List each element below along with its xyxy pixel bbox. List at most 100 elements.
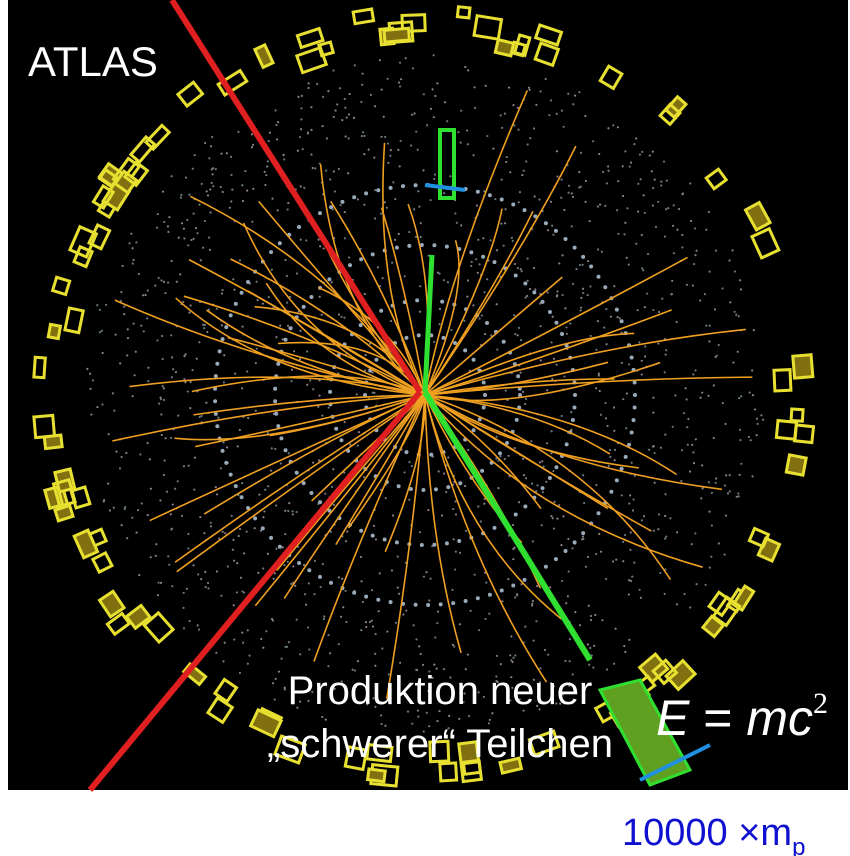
hit	[306, 384, 308, 386]
hit	[729, 490, 731, 492]
hit	[539, 90, 541, 92]
hit	[644, 345, 646, 347]
ring-hit	[572, 406, 576, 410]
hit	[372, 625, 374, 627]
hit	[628, 264, 630, 266]
hit	[673, 204, 675, 206]
hit	[606, 425, 608, 427]
ring-hit	[523, 208, 527, 212]
hit	[190, 381, 192, 383]
hit	[164, 292, 166, 294]
hit	[455, 551, 457, 553]
hit	[711, 524, 713, 526]
hit	[288, 452, 290, 454]
hit	[667, 207, 669, 209]
hit	[647, 253, 649, 255]
hit	[419, 531, 421, 533]
hit	[175, 371, 177, 373]
hit	[131, 247, 133, 249]
hit	[516, 593, 518, 595]
hit	[264, 489, 266, 491]
hit	[467, 143, 469, 145]
hit	[287, 510, 289, 512]
hit	[256, 299, 258, 301]
hit	[504, 113, 506, 115]
hit	[738, 315, 740, 317]
hit	[167, 225, 169, 227]
hit	[345, 135, 347, 137]
ring-hit	[224, 325, 228, 329]
hit	[547, 291, 549, 293]
hit	[616, 316, 618, 318]
ring-hit	[432, 243, 436, 247]
hit	[368, 149, 370, 151]
hit	[192, 564, 194, 566]
ring-hit	[364, 191, 368, 195]
hit	[286, 302, 288, 304]
hit	[460, 224, 462, 226]
ring-hit	[284, 338, 288, 342]
hit	[287, 561, 289, 563]
hit	[523, 170, 525, 172]
hit	[504, 222, 506, 224]
hit	[454, 500, 456, 502]
hit	[347, 172, 349, 174]
hit	[639, 154, 641, 156]
hit	[571, 192, 573, 194]
hit	[614, 459, 616, 461]
hit	[521, 174, 523, 176]
ring-hit	[581, 531, 585, 535]
hit	[562, 515, 564, 517]
hit	[241, 184, 243, 186]
ring-hit	[329, 581, 333, 585]
ring-hit	[483, 393, 487, 397]
hit	[572, 103, 574, 105]
hit	[623, 233, 625, 235]
hit	[400, 140, 402, 142]
hit	[187, 390, 189, 392]
hit	[123, 306, 125, 308]
hit	[644, 306, 646, 308]
hit	[296, 619, 298, 621]
hit	[513, 546, 515, 548]
hit	[369, 621, 371, 623]
hit	[477, 505, 479, 507]
hit	[224, 532, 226, 534]
hit	[574, 95, 576, 97]
hit	[256, 281, 258, 283]
ring-hit	[234, 484, 238, 488]
hit	[417, 716, 419, 718]
hit	[739, 474, 741, 476]
ring-hit	[464, 599, 468, 603]
hit	[394, 198, 396, 200]
ring-hit	[603, 285, 607, 289]
hit	[587, 556, 589, 558]
hit	[233, 289, 235, 291]
hit	[633, 143, 635, 145]
hit	[90, 388, 92, 390]
ring-hit	[515, 418, 519, 422]
hit	[217, 417, 219, 419]
hit	[664, 493, 666, 495]
hit	[272, 619, 274, 621]
hit	[287, 208, 289, 210]
ring-hit	[417, 333, 421, 337]
hit	[657, 342, 659, 344]
hit	[158, 403, 160, 405]
hit	[418, 206, 420, 208]
hit	[338, 576, 340, 578]
ring-hit	[240, 291, 244, 295]
hit	[177, 415, 179, 417]
hit	[96, 304, 98, 306]
hit	[390, 320, 392, 322]
hit	[345, 540, 347, 542]
hit	[605, 417, 607, 419]
ring-hit	[407, 244, 411, 248]
hit	[251, 133, 253, 135]
hit	[641, 267, 643, 269]
hit	[417, 190, 419, 192]
hit	[150, 556, 152, 558]
ring-hit	[457, 539, 461, 543]
hit	[541, 524, 543, 526]
hit	[305, 239, 307, 241]
